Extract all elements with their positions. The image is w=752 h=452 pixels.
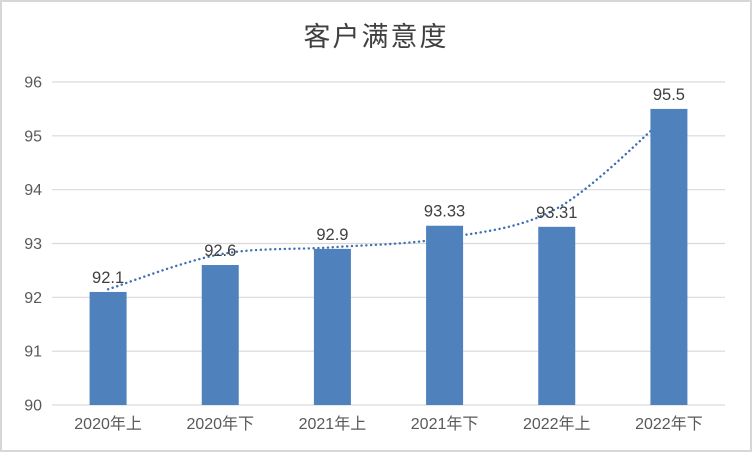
y-axis-tick-label: 95 (24, 128, 42, 145)
x-axis-category-label: 2022年下 (635, 415, 703, 433)
data-label: 93.33 (424, 203, 465, 221)
x-axis-category-label: 2022年上 (523, 415, 591, 433)
bar-2020年下 (201, 265, 239, 405)
data-label: 92.6 (204, 242, 236, 260)
y-axis-tick-label: 96 (24, 75, 42, 92)
x-axis-category-label: 2020年下 (186, 415, 254, 433)
bar-2021年上 (313, 248, 351, 405)
bar-2021年下 (426, 225, 464, 405)
data-label: 92.1 (92, 269, 124, 287)
y-axis-tick-label: 94 (24, 182, 42, 199)
bar-2020年上 (89, 291, 127, 405)
y-axis-tick-label: 90 (24, 398, 42, 415)
bar-2022年上 (538, 226, 576, 405)
x-axis-category-label: 2021年上 (299, 415, 367, 433)
chart-title: 客户满意度 (303, 22, 449, 53)
y-axis-tick-label: 93 (24, 236, 42, 253)
bar-2022年下 (650, 108, 688, 406)
y-axis-tick-label: 92 (24, 290, 42, 307)
data-label: 92.9 (316, 226, 348, 244)
trendline-dotted (106, 113, 671, 291)
data-label: 93.31 (536, 204, 577, 222)
data-label: 95.5 (653, 86, 685, 104)
x-axis-category-label: 2021年下 (411, 415, 479, 433)
y-axis-tick-label: 91 (24, 344, 42, 361)
x-axis-category-label: 2020年上 (74, 415, 142, 433)
